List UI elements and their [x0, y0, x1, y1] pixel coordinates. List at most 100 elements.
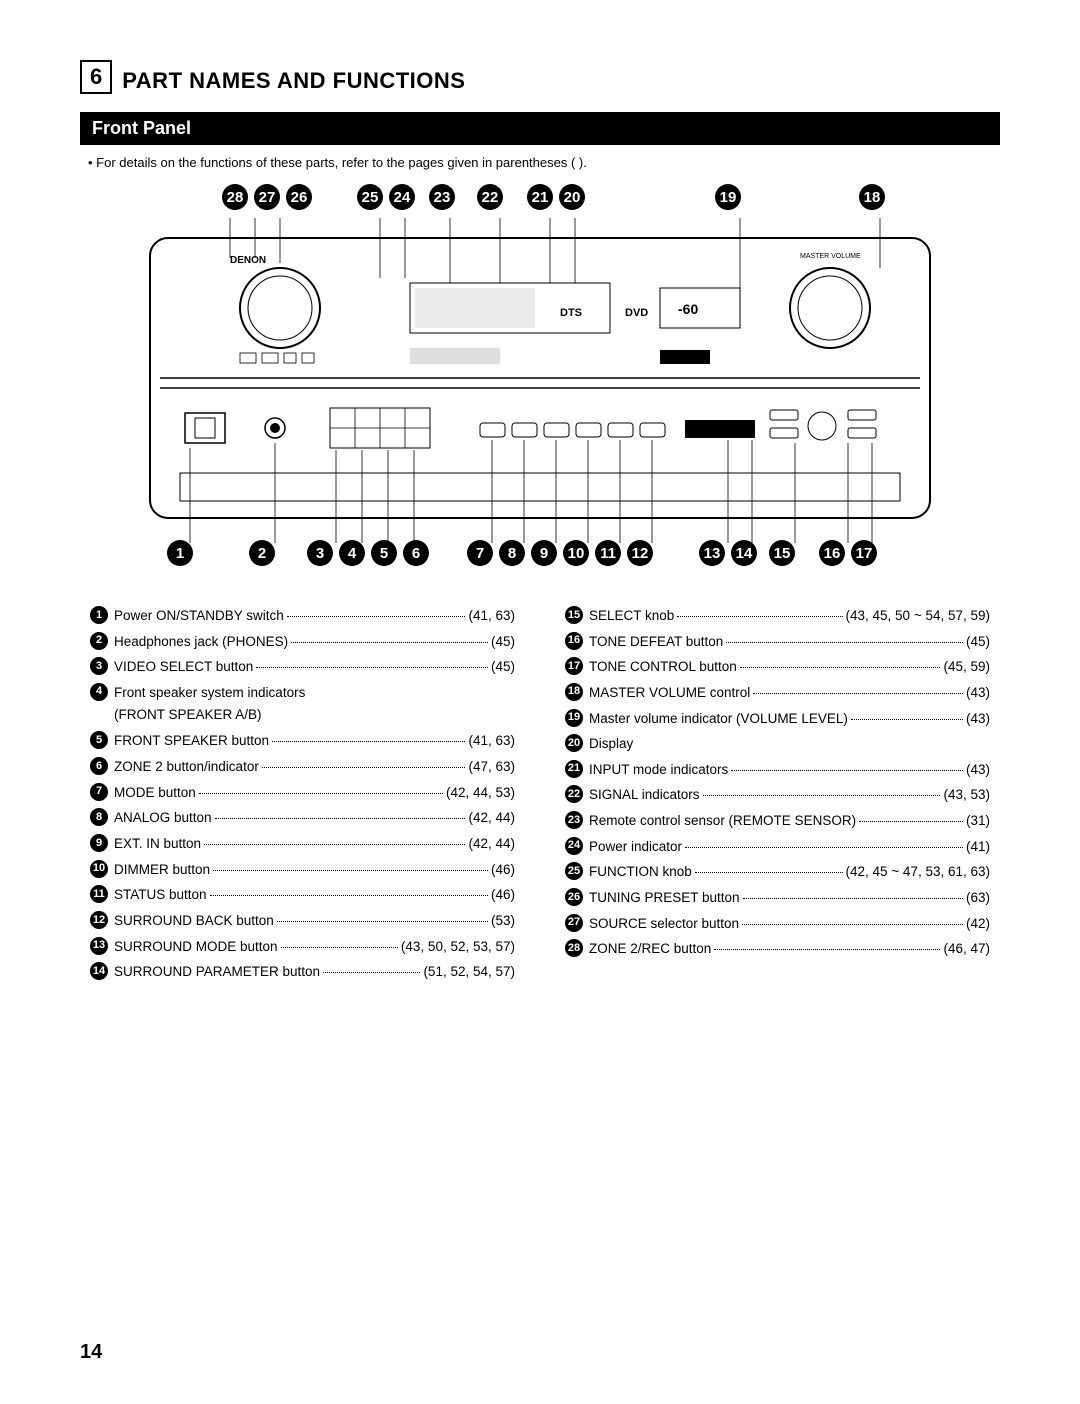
parts-list-right: 15SELECT knob(43, 45, 50 ~ 54, 57, 59)16…: [565, 603, 990, 985]
item-pages: (41, 63): [468, 603, 515, 629]
item-number-badge: 18: [565, 683, 583, 701]
item-pages: (41, 63): [468, 728, 515, 754]
item-label: TONE CONTROL button: [589, 654, 737, 680]
leader-dots: [287, 616, 466, 617]
item-label-wrap: INPUT mode indicators(43): [589, 757, 990, 783]
item-number-badge: 16: [565, 632, 583, 650]
item-number-badge: 28: [565, 939, 583, 957]
item-pages: (46): [491, 857, 515, 883]
item-number-badge: 3: [90, 657, 108, 675]
callout-group: 2: [249, 540, 275, 566]
parts-list-item: 24Power indicator(41): [565, 834, 990, 860]
item-number-badge: 8: [90, 808, 108, 826]
callout-group: 2524: [357, 184, 415, 210]
callout-group: 282726: [222, 184, 312, 210]
item-number-badge: 24: [565, 837, 583, 855]
callout-badge: 4: [339, 540, 365, 566]
item-pages: (45): [491, 629, 515, 655]
parts-list-item: 16TONE DEFEAT button(45): [565, 629, 990, 655]
leader-dots: [677, 616, 842, 617]
leader-dots: [731, 770, 963, 771]
callout-badge: 25: [357, 184, 383, 210]
item-pages: (42): [966, 911, 990, 937]
item-label: STATUS button: [114, 882, 207, 908]
leader-dots: [742, 924, 963, 925]
callout-badge: 22: [477, 184, 503, 210]
item-label: ZONE 2/REC button: [589, 936, 711, 962]
callout-badge: 10: [563, 540, 589, 566]
callout-badge: 15: [769, 540, 795, 566]
item-label: SURROUND PARAMETER button: [114, 959, 320, 985]
parts-list-item: 2Headphones jack (PHONES)(45): [90, 629, 515, 655]
callout-group: 15: [769, 540, 795, 566]
dts-label: DTS: [560, 307, 582, 319]
item-label-wrap: SURROUND PARAMETER button(51, 52, 54, 57…: [114, 959, 515, 985]
leader-dots: [199, 793, 443, 794]
parts-list-item: 1Power ON/STANDBY switch(41, 63): [90, 603, 515, 629]
item-label: ANALOG button: [114, 805, 212, 831]
callout-group: 1314: [699, 540, 757, 566]
leader-dots: [277, 921, 488, 922]
item-number-badge: 5: [90, 731, 108, 749]
leader-dots: [703, 795, 941, 796]
callout-badge: 6: [403, 540, 429, 566]
item-pages: (43, 50, 52, 53, 57): [401, 934, 515, 960]
leader-dots: [215, 818, 466, 819]
item-label-wrap: SOURCE selector button(42): [589, 911, 990, 937]
section-number-box: 6: [80, 60, 112, 94]
item-label-wrap: ZONE 2 button/indicator(47, 63): [114, 754, 515, 780]
leader-dots: [204, 844, 465, 845]
item-label: MODE button: [114, 780, 196, 806]
item-number-badge: 22: [565, 785, 583, 803]
parts-list-item: 10DIMMER button(46): [90, 857, 515, 883]
item-number-badge: 12: [90, 911, 108, 929]
item-number-badge: 20: [565, 734, 583, 752]
parts-list-item: 17TONE CONTROL button(45, 59): [565, 654, 990, 680]
item-pages: (41): [966, 834, 990, 860]
callout-badge: 11: [595, 540, 621, 566]
parts-list-item: 6ZONE 2 button/indicator(47, 63): [90, 754, 515, 780]
parts-list-item: 4Front speaker system indicators: [90, 680, 515, 706]
callout-group: 2120: [527, 184, 585, 210]
volume-readout: -60: [678, 301, 698, 317]
master-volume-label: MASTER VOLUME: [800, 253, 861, 260]
item-label: DIMMER button: [114, 857, 210, 883]
callout-group: 19: [715, 184, 741, 210]
item-label: VIDEO SELECT button: [114, 654, 253, 680]
item-label-wrap: FUNCTION knob(42, 45 ~ 47, 53, 61, 63): [589, 859, 990, 885]
callout-group: 789101112: [467, 540, 653, 566]
item-pages: (42, 44): [468, 831, 515, 857]
brand-label: DENON: [230, 255, 266, 266]
item-pages: (43): [966, 680, 990, 706]
item-label: SURROUND MODE button: [114, 934, 278, 960]
item-label-wrap: TONE CONTROL button(45, 59): [589, 654, 990, 680]
parts-list-item: 5FRONT SPEAKER button(41, 63): [90, 728, 515, 754]
item-number-badge: 25: [565, 862, 583, 880]
item-label-wrap: SURROUND MODE button (43, 50, 52, 53, 57): [114, 934, 515, 960]
callout-badge: 26: [286, 184, 312, 210]
parts-list-item: 7MODE button(42, 44, 53): [90, 780, 515, 806]
item-label: Remote control sensor (REMOTE SENSOR): [589, 808, 856, 834]
callout-badge: 23: [429, 184, 455, 210]
note-text: For details on the functions of these pa…: [88, 155, 1000, 170]
dvd-label: DVD: [625, 307, 648, 319]
parts-list-item: 14 SURROUND PARAMETER button(51, 52, 54, …: [90, 959, 515, 985]
item-pages: (43): [966, 706, 990, 732]
parts-list-item: 23Remote control sensor (REMOTE SENSOR)(…: [565, 808, 990, 834]
callout-group: 18: [859, 184, 885, 210]
item-pages: (43, 45, 50 ~ 54, 57, 59): [846, 603, 990, 629]
item-number-badge: 14: [90, 962, 108, 980]
callout-badge: 1: [167, 540, 193, 566]
leader-dots: [685, 847, 963, 848]
item-label: Power ON/STANDBY switch: [114, 603, 284, 629]
page-number: 14: [80, 1341, 102, 1364]
item-pages: (31): [966, 808, 990, 834]
item-label-wrap: ZONE 2/REC button(46, 47): [589, 936, 990, 962]
parts-list-item: 22SIGNAL indicators(43, 53): [565, 782, 990, 808]
item-label-wrap: VIDEO SELECT button(45): [114, 654, 515, 680]
parts-list-item: 27SOURCE selector button(42): [565, 911, 990, 937]
item-label-wrap: MASTER VOLUME control(43): [589, 680, 990, 706]
callout-badge: 2: [249, 540, 275, 566]
leader-dots: [714, 949, 940, 950]
item-pages: (46): [491, 882, 515, 908]
